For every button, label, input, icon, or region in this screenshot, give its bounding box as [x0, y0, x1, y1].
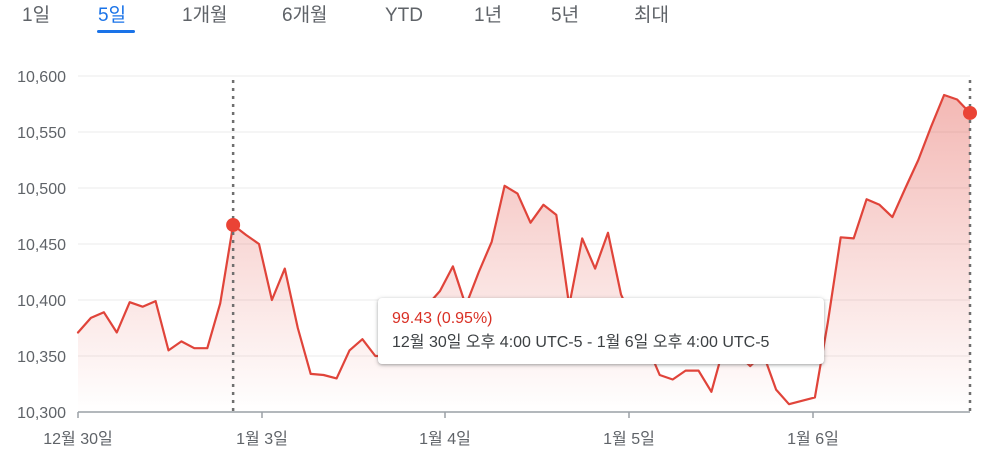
tab-6m[interactable]: 6개월 — [282, 5, 328, 26]
y-tick-label: 10,350 — [17, 349, 66, 366]
tab-5y[interactable]: 5년 — [551, 5, 580, 26]
active-tab-indicator — [97, 30, 135, 33]
y-tick-label: 10,600 — [17, 69, 66, 86]
x-axis: 12월 30일 1월 3일 1월 4일 1월 5일 1월 6일 — [43, 411, 970, 448]
tab-1d[interactable]: 1일 — [22, 5, 51, 26]
x-tick-label: 1월 4일 — [419, 430, 471, 448]
tab-1m[interactable]: 1개월 — [182, 5, 228, 26]
y-tick-label: 10,550 — [17, 125, 66, 142]
x-tick-label: 1월 5일 — [603, 430, 655, 448]
x-tick-label: 12월 30일 — [43, 430, 112, 448]
tab-1y[interactable]: 1년 — [474, 5, 503, 26]
y-axis-labels: 10,300 10,350 10,400 10,450 10,500 10,550 10,6… — [17, 69, 66, 422]
series-layer — [76, 93, 972, 412]
x-tick-label: 1월 6일 — [787, 430, 839, 448]
tab-max[interactable]: 최대 — [634, 5, 669, 26]
end-point-marker — [963, 105, 977, 120]
time-range-tabs: 1일 5일 1개월 6개월 YTD 1년 5년 최대 — [0, 0, 990, 40]
y-tick-label: 10,450 — [17, 237, 66, 254]
markers — [226, 80, 977, 412]
y-tick-label: 10,400 — [17, 293, 66, 310]
y-tick-label: 10,300 — [17, 405, 66, 422]
area-fill — [78, 95, 970, 412]
range-tooltip: 99.43 (0.95%) 12월 30일 오후 4:00 UTC-5 - 1월… — [378, 298, 824, 364]
start-point-marker — [226, 217, 241, 232]
tooltip-change-value: 99.43 (0.95%) — [392, 310, 493, 327]
y-tick-label: 10,500 — [17, 181, 66, 198]
tooltip-date-range: 12월 30일 오후 4:00 UTC-5 - 1월 6일 오후 4:00 UT… — [392, 334, 770, 351]
x-tick-label: 1월 3일 — [236, 430, 288, 448]
tab-ytd[interactable]: YTD — [385, 5, 423, 26]
tab-5d[interactable]: 5일 — [98, 5, 127, 26]
